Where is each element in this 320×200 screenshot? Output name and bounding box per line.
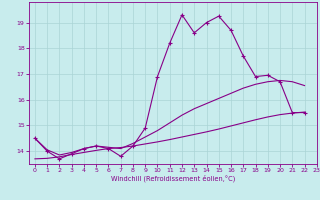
X-axis label: Windchill (Refroidissement éolien,°C): Windchill (Refroidissement éolien,°C) [111, 175, 235, 182]
